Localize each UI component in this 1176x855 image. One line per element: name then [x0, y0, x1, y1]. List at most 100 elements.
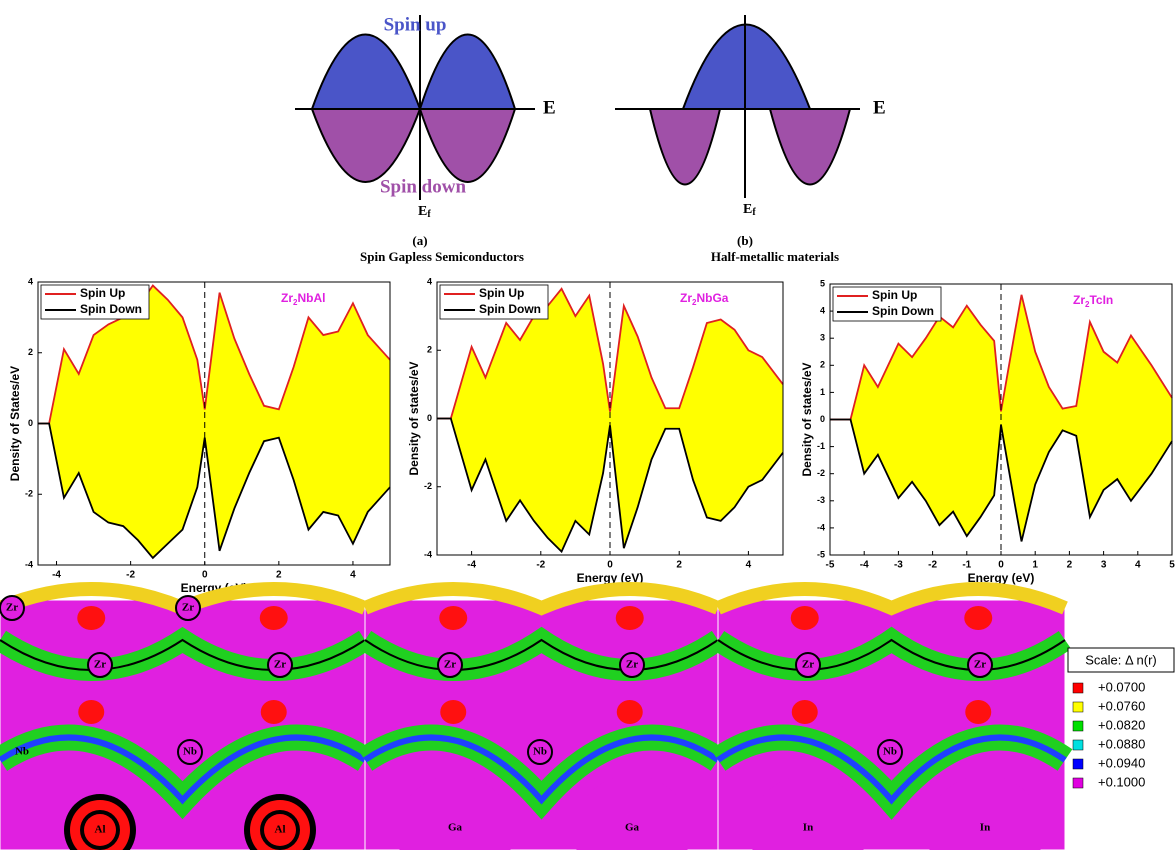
atom-ring: [84, 814, 116, 846]
charge-blob: [965, 700, 992, 724]
atom-label: Zr: [6, 602, 18, 614]
scale-swatch: [1072, 739, 1084, 751]
atom-ring: [177, 739, 203, 765]
scale-label: +0.0700: [1098, 679, 1145, 694]
contour-band: [364, 638, 719, 671]
y-tick-label: 5: [820, 278, 825, 288]
atom-label: In: [980, 822, 990, 834]
contour-band: [716, 734, 1067, 805]
y-tick-label: 4: [28, 276, 33, 286]
schematic-b: E Ef (b) Half-metallic materials: [615, 15, 886, 264]
atom-ring: [264, 814, 296, 846]
legend-box: [439, 284, 549, 320]
annotation-part: 2: [293, 298, 298, 307]
annotation-part: NbAl: [297, 291, 325, 305]
atom-label: Nb: [15, 746, 29, 758]
x-tick-label: 4: [746, 560, 752, 571]
legend-label: Spin Up: [872, 288, 917, 302]
label: Spin up: [384, 14, 447, 35]
legend-box: [832, 286, 942, 322]
charge-blob: [77, 606, 106, 630]
x-tick-label: -4: [467, 560, 476, 571]
x-tick-label: 2: [1067, 560, 1073, 571]
y-tick-label: -2: [424, 481, 432, 491]
contour-band: [0, 638, 366, 671]
charge-blob: [790, 606, 819, 630]
atom-ring: [795, 652, 821, 678]
x-tick-label: 3: [1101, 560, 1107, 571]
dos-line: [830, 294, 1173, 421]
atom-ring: [87, 652, 113, 678]
area-fill: [38, 285, 390, 558]
spin-up-lobes: [310, 33, 517, 110]
atom-label: In: [803, 822, 813, 834]
y-tick-label: -5: [817, 549, 825, 559]
annotation-part: Zr: [680, 291, 692, 305]
x-tick-label: 5: [1169, 560, 1175, 571]
atom-ring: [877, 739, 903, 765]
annotation: Zr2NbGa: [680, 291, 729, 307]
legend-label: Spin Up: [479, 286, 524, 300]
scale-label: +0.0940: [1098, 755, 1145, 770]
contour-band: [362, 582, 721, 616]
y-tick-label: 1: [820, 387, 825, 397]
scale-swatch: [1072, 777, 1084, 789]
atom-label: Nb: [533, 746, 547, 758]
atom-ring: [574, 775, 690, 855]
atom-label: Ga: [625, 822, 640, 834]
charge-blob: [616, 700, 643, 724]
x-tick-label: 4: [1135, 560, 1141, 571]
atom-label: Al: [275, 824, 286, 836]
charge-blob: [259, 606, 288, 630]
legend-label: Spin Down: [479, 302, 541, 316]
charge-blob: [791, 700, 818, 724]
y-tick-label: 0: [28, 418, 33, 428]
charge-blob: [439, 606, 468, 630]
area-fill: [437, 288, 783, 552]
x-tick-label: -2: [126, 570, 135, 581]
scale-swatch: [1072, 682, 1084, 694]
scale-label: +0.1000: [1098, 774, 1145, 789]
y-tick-label: 2: [427, 345, 432, 355]
annotation: Zr2NbAl: [281, 291, 325, 307]
y-axis-label: Density of states/eV: [407, 361, 421, 475]
y-tick-label: -2: [817, 468, 825, 478]
scale-title: Scale: Δ n(r): [1085, 652, 1157, 667]
x-tick-label: -2: [928, 560, 937, 571]
sub: f: [427, 209, 431, 220]
atom-ring: [175, 595, 201, 621]
atom-ring: [619, 652, 645, 678]
scale-swatch: [1072, 720, 1084, 732]
charge-blob: [615, 606, 644, 630]
axis-label: E: [873, 97, 886, 118]
panel-letter: (b): [737, 233, 753, 248]
scale-label: +0.0880: [1098, 736, 1145, 751]
y-tick-label: 0: [427, 413, 432, 423]
atom-ring: [437, 652, 463, 678]
contour-band: [717, 638, 1066, 671]
atom-label: Ga: [448, 822, 463, 834]
y-tick-label: -4: [817, 522, 825, 532]
legend-label: Spin Down: [80, 302, 142, 316]
atom-label: Zr: [802, 659, 814, 671]
y-axis-label: Density of states/eV: [800, 362, 814, 476]
y-tick-label: 2: [28, 347, 33, 357]
charge-blob: [440, 700, 467, 724]
sub: f: [752, 207, 756, 218]
e: E: [743, 202, 752, 217]
y-tick-label: -2: [25, 489, 33, 499]
atom-label: Zr: [94, 659, 106, 671]
e: E: [418, 204, 427, 219]
x-tick-label: -4: [860, 560, 869, 571]
x-axis-label: Energy (eV): [577, 571, 644, 585]
x-tick-label: 0: [202, 570, 208, 581]
annotation-part: NbGa: [696, 291, 728, 305]
x-tick-label: -5: [826, 560, 835, 571]
atom-label: Zr: [444, 659, 456, 671]
atom-label: Nb: [883, 746, 897, 758]
atom-ring: [967, 652, 993, 678]
x-tick-label: -1: [962, 560, 971, 571]
charge-blob: [260, 700, 287, 724]
x-tick-label: 0: [998, 560, 1004, 571]
charge-blob: [78, 700, 105, 724]
